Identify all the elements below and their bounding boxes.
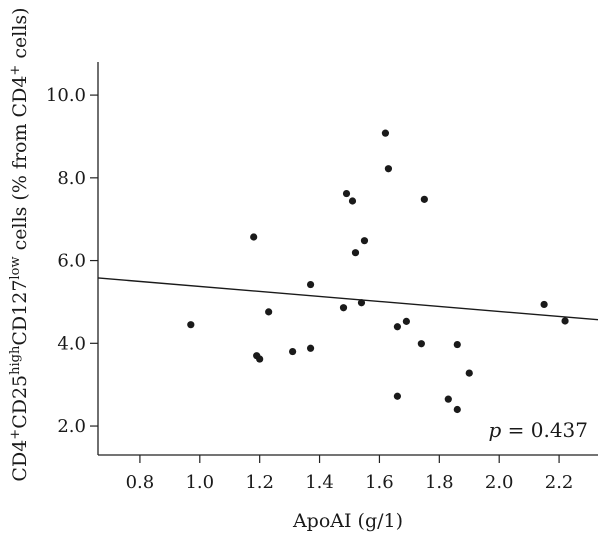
x-axis-title: ApoAI (g/1) [292, 510, 403, 532]
data-point [420, 195, 428, 203]
data-point [465, 369, 473, 377]
data-point [381, 129, 390, 137]
data-point [250, 233, 258, 241]
data-point [187, 321, 195, 329]
x-tick-label: 2.0 [485, 472, 514, 493]
data-point [393, 392, 402, 400]
y-tick-label: 10.0 [46, 85, 86, 106]
y-tick-label: 8.0 [57, 168, 86, 189]
data-point [393, 323, 402, 331]
p-symbol: p [488, 418, 501, 442]
data-point [444, 395, 452, 403]
x-axis: 0.8 1.0 1.2 1.4 1.6 1.8 2.0 2.2 [126, 455, 574, 493]
data-point [339, 304, 348, 312]
y-axis-title-part: cells) [9, 7, 31, 64]
x-tick-label: 1.8 [425, 472, 454, 493]
x-tick-label: 0.8 [126, 472, 155, 493]
y-axis: 2.0 4.0 6.0 8.0 10.0 [46, 85, 98, 437]
data-point [306, 280, 315, 289]
y-axis-title: CD4+CD25highCD127low cells (% from CD4+ … [8, 7, 31, 481]
x-tick-label: 1.4 [305, 472, 334, 493]
data-points [187, 129, 569, 414]
data-point [417, 340, 425, 348]
y-axis-title-superscript: low [8, 256, 23, 279]
data-point [351, 249, 360, 257]
plot-area [97, 62, 598, 456]
data-point [265, 308, 273, 316]
y-tick-label: 2.0 [57, 416, 86, 437]
y-axis-title-part: cells (% from CD4 [9, 76, 31, 257]
data-point [256, 355, 264, 363]
data-point [360, 237, 369, 245]
data-point [306, 344, 315, 352]
regression-line [97, 277, 599, 321]
p-value: = 0.437 [501, 418, 588, 442]
x-tick-label: 1.2 [245, 472, 274, 493]
y-tick-label: 4.0 [57, 333, 86, 354]
y-axis-title-part: CD127 [9, 280, 31, 346]
y-axis-title-superscript: + [8, 65, 23, 76]
y-tick-label: 6.0 [57, 251, 86, 272]
data-point [402, 317, 410, 325]
x-tick-label: 1.6 [365, 472, 394, 493]
y-axis-title-part: CD25 [9, 375, 31, 429]
x-tick-label: 1.0 [185, 472, 214, 493]
data-point [453, 340, 461, 349]
data-point [540, 300, 548, 309]
data-point [348, 197, 357, 205]
data-point [357, 299, 366, 307]
data-point [342, 189, 351, 198]
data-point [289, 347, 297, 356]
data-point [384, 165, 393, 173]
x-tick-label: 2.2 [545, 472, 574, 493]
p-value-annotation: p = 0.437 [488, 418, 588, 442]
data-point [453, 405, 461, 414]
y-axis-title-superscript: + [8, 429, 23, 440]
y-axis-title-part: CD4 [9, 440, 31, 482]
y-axis-title-superscript: high [8, 345, 23, 375]
regression-line-group [97, 277, 599, 321]
data-point [561, 317, 569, 325]
